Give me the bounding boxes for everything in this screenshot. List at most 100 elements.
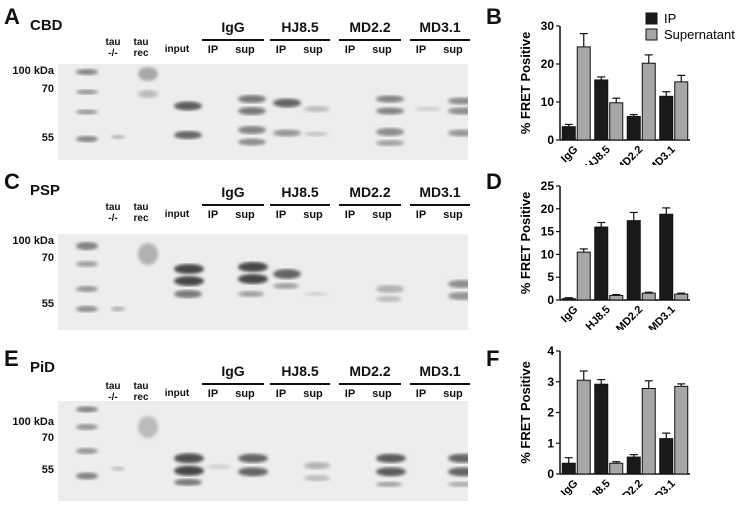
tau-rec-line1: tau <box>133 202 149 213</box>
lane-label-tau-ko: tau -/- <box>98 381 128 403</box>
group-underline <box>270 39 330 41</box>
blot-band <box>238 274 268 284</box>
blot-band <box>238 138 266 146</box>
blot-band <box>174 276 204 286</box>
bar <box>659 438 674 475</box>
blot-band <box>76 136 98 142</box>
x-tick-label: MD3.1 <box>646 478 677 495</box>
blot-band <box>111 466 125 471</box>
lane-label-tau-rec: tau rec <box>126 202 156 224</box>
blot-band <box>238 291 264 297</box>
group-label: MD2.2 <box>349 184 391 200</box>
y-tick-label: 4 <box>547 344 554 358</box>
blot-band <box>448 107 468 115</box>
x-tick-label: IgG <box>559 144 580 165</box>
blot-band <box>174 264 204 274</box>
bar <box>609 462 624 475</box>
blot-band <box>376 95 404 103</box>
tau-ko-line2: -/- <box>108 213 118 224</box>
blot-band <box>273 269 301 279</box>
blot-band <box>376 453 406 463</box>
blot-band <box>138 243 158 265</box>
bar <box>626 115 641 141</box>
chart-panel-letter: D <box>486 169 502 194</box>
x-tick-label: HJ8.5 <box>584 478 613 495</box>
blot-band <box>138 90 158 98</box>
sublane-sup: sup <box>443 388 463 400</box>
bar <box>641 292 656 301</box>
sublane-sup: sup <box>372 388 392 400</box>
blot-band <box>376 285 404 293</box>
blot-band <box>304 462 330 470</box>
bar <box>561 462 576 475</box>
blot-title: PSP <box>30 182 61 199</box>
blot-background <box>58 401 468 501</box>
group-underline <box>410 383 470 385</box>
y-tick-label: 1 <box>547 436 554 450</box>
y-tick-label: 20 <box>541 57 555 71</box>
blot-title: CBD <box>30 17 63 34</box>
blot-band <box>174 131 202 139</box>
tau-rec-line2: rec <box>133 213 149 224</box>
sublane-sup: sup <box>303 388 323 400</box>
mw-marker: 100 kDa <box>12 65 54 77</box>
panel-letter: C <box>4 169 20 194</box>
y-tick-label: 3 <box>547 375 554 389</box>
blot-band <box>174 453 204 464</box>
x-tick-label: MD3.1 <box>646 144 677 165</box>
mw-marker: 70 <box>41 83 54 95</box>
blot-band <box>76 261 98 267</box>
sublane-sup: sup <box>372 209 392 221</box>
group-label: MD2.2 <box>349 363 391 379</box>
bar <box>576 251 591 301</box>
y-tick-label: 0 <box>547 293 554 307</box>
blot-band <box>304 131 328 137</box>
y-tick-label: 0 <box>547 133 554 147</box>
bar <box>561 298 576 301</box>
sublane-sup: sup <box>443 209 463 221</box>
sublane-ip: IP <box>275 388 287 400</box>
y-tick-label: 20 <box>541 202 555 216</box>
bar <box>641 388 656 475</box>
bar <box>594 79 609 141</box>
group-underline <box>202 39 264 41</box>
blot-band <box>273 283 299 289</box>
tau-ko-line2: -/- <box>108 48 118 59</box>
bar <box>576 379 591 475</box>
blot-band <box>304 292 328 296</box>
bar <box>641 62 656 141</box>
blot-band <box>138 416 158 439</box>
blot-band <box>448 97 468 105</box>
bar <box>626 456 641 475</box>
tau-rec-line1: tau <box>133 381 149 392</box>
blot-band <box>111 135 125 139</box>
sublane-sup: sup <box>235 209 255 221</box>
blot-band <box>238 126 266 134</box>
x-tick-label: MD2.2 <box>614 478 645 495</box>
tau-ko-line1: tau <box>105 37 121 48</box>
x-tick-label: MD2.2 <box>614 144 645 165</box>
chart-panel-letter: F <box>486 346 500 371</box>
bar-chart: 0 1 2 3 4 % FRET Positive IgG HJ8.5 MD2.2 MD3.1 <box>518 344 690 495</box>
tau-rec-line2: rec <box>133 48 149 59</box>
blot-band <box>76 286 98 292</box>
sublane-ip: IP <box>344 209 356 221</box>
blot-band <box>174 465 204 476</box>
sublane-ip: IP <box>344 44 356 56</box>
blot-band <box>76 69 98 75</box>
sublane-ip: IP <box>344 388 356 400</box>
bar <box>594 226 609 301</box>
bar <box>561 126 576 141</box>
bar <box>576 46 591 141</box>
bar-chart: 0 10 20 30 % FRET Positive IgG HJ8.5 MD2.2 MD3.1… <box>518 11 735 165</box>
mw-marker: 70 <box>41 252 54 264</box>
group-label: MD3.1 <box>419 363 461 379</box>
tau-ko-line1: tau <box>105 202 121 213</box>
bar <box>659 213 674 301</box>
blot-band <box>76 306 98 312</box>
y-tick-label: 25 <box>541 179 555 193</box>
x-tick-label: HJ8.5 <box>584 144 613 165</box>
group-label: IgG <box>221 184 245 200</box>
blot-band <box>76 109 98 115</box>
group-underline <box>270 383 330 385</box>
